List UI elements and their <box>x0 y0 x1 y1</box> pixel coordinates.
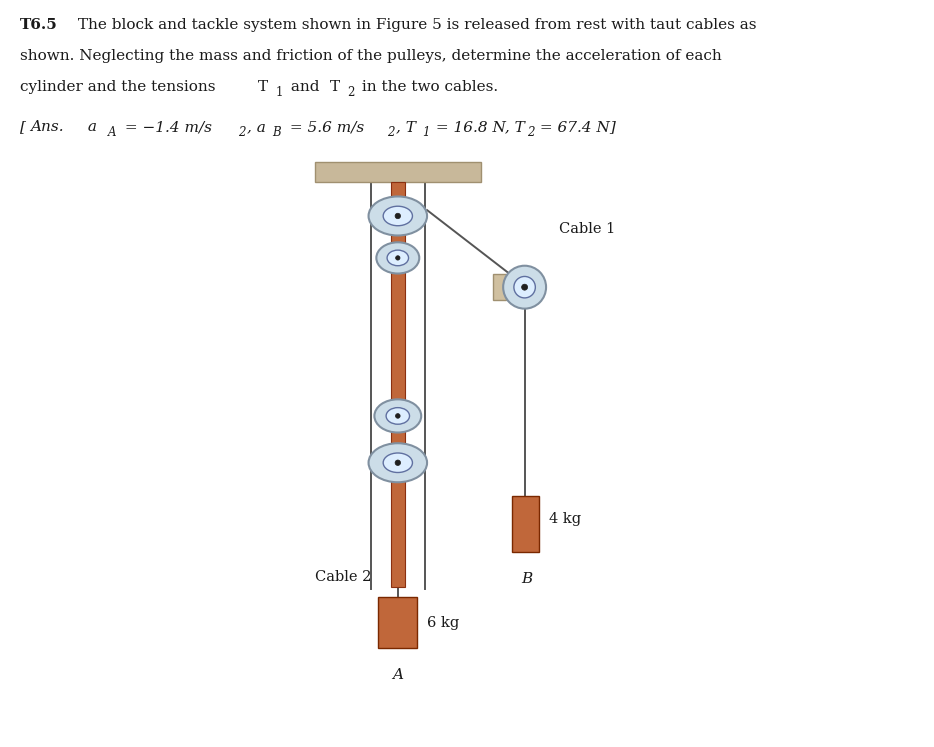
Ellipse shape <box>383 206 413 226</box>
Circle shape <box>395 414 400 418</box>
Text: Ans.: Ans. <box>30 120 64 134</box>
Text: 1: 1 <box>276 86 283 99</box>
Ellipse shape <box>383 453 413 473</box>
Ellipse shape <box>369 196 427 235</box>
Text: 2: 2 <box>527 126 534 139</box>
Text: in the two cables.: in the two cables. <box>357 81 498 94</box>
Text: A: A <box>108 126 117 139</box>
Circle shape <box>521 284 528 290</box>
Bar <box>315 162 481 182</box>
Text: = 5.6 m/s: = 5.6 m/s <box>285 120 364 134</box>
Text: The block and tackle system shown in Figure 5 is released from rest with taut ca: The block and tackle system shown in Fig… <box>73 18 757 32</box>
Bar <box>391 182 404 586</box>
Text: 2: 2 <box>238 126 246 139</box>
Bar <box>493 274 506 300</box>
Text: , a: , a <box>247 120 265 134</box>
Ellipse shape <box>375 400 421 433</box>
Circle shape <box>395 213 401 219</box>
Text: a: a <box>83 120 97 134</box>
Text: A: A <box>392 668 403 681</box>
Bar <box>378 598 417 648</box>
Text: cylinder and the tensions: cylinder and the tensions <box>21 81 220 94</box>
Ellipse shape <box>503 266 546 309</box>
Text: T: T <box>259 81 268 94</box>
Text: [: [ <box>21 120 26 134</box>
Ellipse shape <box>514 276 535 298</box>
Circle shape <box>395 460 401 465</box>
Text: Cable 2: Cable 2 <box>315 570 372 584</box>
Text: Cable 1: Cable 1 <box>559 222 615 235</box>
Ellipse shape <box>386 408 409 424</box>
Text: B: B <box>272 126 280 139</box>
Ellipse shape <box>376 242 419 273</box>
Text: 2: 2 <box>387 126 394 139</box>
Text: B: B <box>522 572 533 586</box>
Bar <box>512 496 539 553</box>
Text: shown. Neglecting the mass and friction of the pulleys, determine the accelerati: shown. Neglecting the mass and friction … <box>21 49 722 63</box>
Text: and: and <box>286 81 324 94</box>
Text: , T: , T <box>396 120 416 134</box>
Text: 6 kg: 6 kg <box>427 616 460 630</box>
Ellipse shape <box>387 250 408 266</box>
Text: T6.5: T6.5 <box>21 18 58 32</box>
Text: 1: 1 <box>422 126 430 139</box>
Circle shape <box>396 255 400 260</box>
Text: = 67.4 N]: = 67.4 N] <box>535 120 616 134</box>
Ellipse shape <box>369 443 427 483</box>
Text: T: T <box>330 81 340 94</box>
Text: = −1.4 m/s: = −1.4 m/s <box>120 120 212 134</box>
Text: = 16.8 N, T: = 16.8 N, T <box>431 120 525 134</box>
Text: 4 kg: 4 kg <box>549 512 581 526</box>
Text: 2: 2 <box>347 86 355 99</box>
